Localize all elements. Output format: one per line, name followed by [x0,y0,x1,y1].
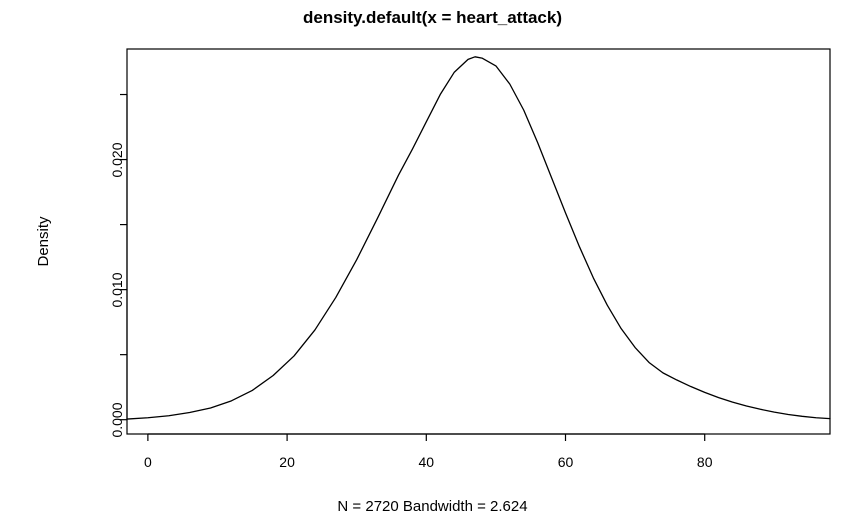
x-tick-label: 0 [118,454,178,470]
x-tick-label: 40 [396,454,456,470]
x-tick-label: 20 [257,454,317,470]
x-tick-label: 80 [675,454,735,470]
y-tick-label: 0.000 [109,380,125,460]
density-plot-container: { "chart": { "type": "density", "title":… [0,0,865,521]
y-tick-label: 0.020 [109,120,125,200]
y-tick-label: 0.010 [109,250,125,330]
plot-svg [0,0,865,521]
x-tick-label: 60 [536,454,596,470]
